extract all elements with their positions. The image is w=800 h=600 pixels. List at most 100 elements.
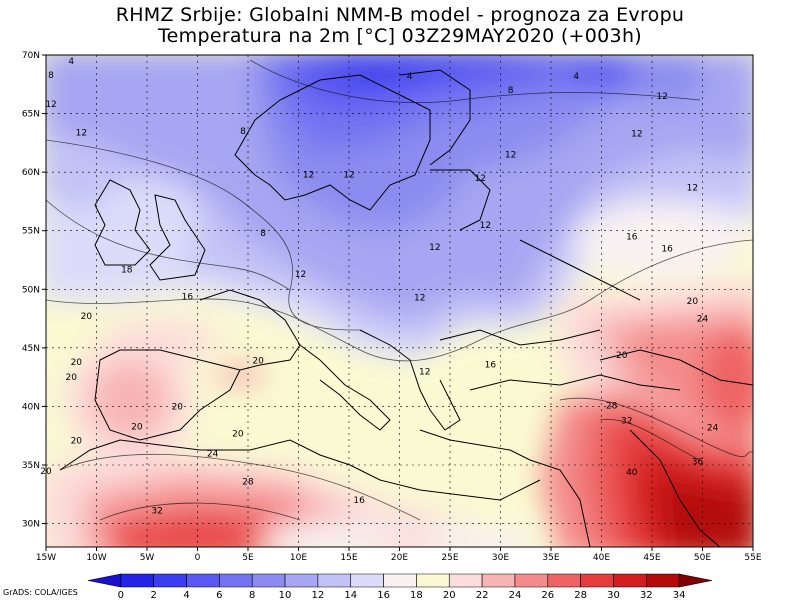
lon-tick-label: 50E <box>694 553 711 563</box>
lat-tick-label: 65N <box>22 110 40 120</box>
colorbar-swatch <box>284 573 319 588</box>
contour-label: 12 <box>45 100 56 110</box>
contour-label: 12 <box>414 293 425 303</box>
lon-tick-label: 5W <box>140 553 155 563</box>
contour-label: 24 <box>707 424 719 434</box>
colorbar-swatch <box>317 573 352 588</box>
contour-label: 20 <box>172 402 184 412</box>
colorbar-swatch <box>186 573 220 588</box>
lon-tick-label: 10E <box>290 553 307 563</box>
grads-credit: GrADS: COLA/IGES <box>3 588 78 597</box>
graticule <box>46 55 753 547</box>
lat-tick-label: 40N <box>22 402 40 412</box>
contour-label: 20 <box>252 357 264 367</box>
colorbar-label: 16 <box>377 590 390 600</box>
lon-tick-label: 45E <box>643 553 660 563</box>
lon-tick-label: 35E <box>542 553 559 563</box>
colorbar-label: 2 <box>150 590 156 600</box>
colorbar-swatch <box>416 573 450 588</box>
lat-tick-label: 30N <box>22 520 40 530</box>
colorbar-swatch <box>87 573 122 588</box>
lat-tick-label: 70N <box>22 51 40 61</box>
lat-tick-label: 45N <box>22 344 40 354</box>
colorbar-label: 14 <box>344 590 357 600</box>
contour-label: 20 <box>40 467 52 477</box>
colorbar-swatch <box>613 573 647 588</box>
temperature-field <box>46 55 753 547</box>
contour-label: 12 <box>631 129 642 139</box>
contour-label: 18 <box>121 265 133 275</box>
lat-tick-label: 55N <box>22 227 40 237</box>
contour-label: 8 <box>260 229 266 239</box>
contour-label: 12 <box>76 128 87 138</box>
contour-label: 32 <box>151 507 162 517</box>
contour-label: 4 <box>68 57 74 67</box>
colorbar-swatch <box>481 573 516 588</box>
lon-tick-label: 55E <box>744 553 761 563</box>
contour-label: 28 <box>606 401 618 411</box>
contour-label: 12 <box>505 151 516 161</box>
contour-label: 20 <box>687 297 699 307</box>
colorbar-swatch <box>547 573 581 588</box>
colorbar-label: 26 <box>541 590 554 600</box>
contour-label: 16 <box>485 360 497 370</box>
contour-label: 20 <box>81 312 93 322</box>
colorbar-label: 34 <box>673 590 686 600</box>
lon-tick-label: 5E <box>242 553 254 563</box>
colorbar-label: 22 <box>476 590 489 600</box>
colorbar-label: 28 <box>574 590 587 600</box>
lon-tick-label: 30E <box>492 553 509 563</box>
contour-label: 12 <box>295 270 306 280</box>
contour-label: 32 <box>621 416 632 426</box>
lon-tick-label: 15W <box>36 553 56 563</box>
colorbar-swatch <box>251 573 286 588</box>
colorbar-swatch <box>514 573 549 588</box>
contour-label: 4 <box>407 72 413 82</box>
contour-label: 12 <box>656 92 667 102</box>
colorbar-label: 6 <box>216 590 222 600</box>
contour-label: 12 <box>475 174 486 184</box>
colorbar-label: 4 <box>183 590 189 600</box>
contour-label: 12 <box>480 221 491 231</box>
contour-label: 16 <box>661 244 673 254</box>
colorbar-label: 30 <box>607 590 620 600</box>
colorbar-label: 0 <box>118 590 124 600</box>
lon-tick-label: 10W <box>86 553 106 563</box>
contour-label: 8 <box>508 86 514 96</box>
lon-tick-label: 15E <box>340 553 357 563</box>
colorbar-label: 18 <box>410 590 423 600</box>
colorbar-swatch <box>120 573 154 588</box>
contour-label: 24 <box>697 315 709 325</box>
lon-tick-label: 25E <box>441 553 458 563</box>
contour-label: 16 <box>353 496 365 506</box>
colorbar-label: 24 <box>509 590 522 600</box>
contour-label: 28 <box>242 477 254 487</box>
colorbar-swatch <box>383 573 417 588</box>
contour-label: 36 <box>692 457 704 467</box>
contour-label: 16 <box>626 233 638 243</box>
contour-label: 12 <box>343 170 354 180</box>
contour-label: 12 <box>303 170 314 180</box>
lon-tick-label: 0 <box>195 553 201 563</box>
contour-labels: 4 8 12 12 8 4 4 8 12 12 12 12 12 12 12 8 12 16 16 18 12 12 16 1… <box>40 57 719 517</box>
contour-label: 20 <box>66 373 78 383</box>
colorbar-swatch <box>219 573 253 588</box>
contour-label: 20 <box>131 422 143 432</box>
map-title-line1: RHMZ Srbije: Globalni NMM-B model - prog… <box>115 4 685 26</box>
contour-label: 12 <box>429 243 440 253</box>
coastlines <box>59 69 753 547</box>
contour-label: 12 <box>687 183 698 193</box>
contour-label: 40 <box>626 468 638 478</box>
colorbar-swatch <box>678 573 713 588</box>
colorbar-label: 8 <box>249 590 255 600</box>
colorbar-swatch <box>350 573 384 588</box>
colorbar-swatch <box>646 573 680 588</box>
lon-tick-label: 40E <box>593 553 610 563</box>
colorbar-label: 32 <box>640 590 653 600</box>
colorbar-label: 10 <box>279 590 292 600</box>
colorbar-swatch <box>580 573 614 588</box>
colorbar-label: 12 <box>312 590 325 600</box>
colorbar-label: 20 <box>443 590 456 600</box>
axis-ticks: 70N 65N 60N 55N 50N 45N 40N 35N 30N 15W 10W 5W 0 5E 10… <box>22 51 762 563</box>
